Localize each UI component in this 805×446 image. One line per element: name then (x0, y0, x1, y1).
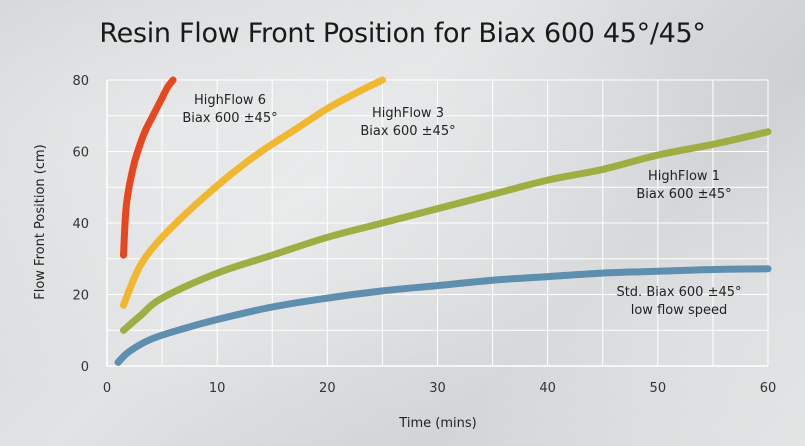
x-tick-label: 0 (103, 381, 111, 396)
series-annotation: low flow speed (631, 303, 728, 318)
series-annotation: Biax 600 ±45° (360, 124, 455, 139)
x-axis-label: Time (mins) (398, 416, 476, 431)
series-annotation: HighFlow 3 (372, 106, 444, 121)
x-tick-label: 50 (650, 381, 667, 396)
series-annotation: Biax 600 ±45° (182, 111, 277, 126)
y-tick-label: 0 (81, 360, 89, 375)
series-annotation: HighFlow 1 (648, 169, 720, 184)
x-tick-label: 30 (429, 381, 446, 396)
x-tick-label: 60 (760, 381, 777, 396)
series-annotation: Biax 600 ±45° (636, 187, 731, 202)
y-axis-label: Flow Front Position (cm) (33, 144, 48, 300)
y-tick-label: 20 (72, 289, 89, 304)
chart-title: Resin Flow Front Position for Biax 600 4… (99, 18, 706, 49)
x-tick-label: 40 (539, 381, 556, 396)
series-line (120, 76, 177, 259)
x-tick-label: 10 (209, 381, 226, 396)
axes: 0 10 20 30 40 50 60 0 20 40 60 80 (72, 74, 776, 396)
grid (106, 79, 769, 367)
y-tick-label: 60 (72, 146, 89, 161)
series-line (120, 128, 772, 334)
series-line (114, 265, 772, 366)
series-group (114, 76, 772, 366)
series-annotation: HighFlow 6 (194, 93, 266, 108)
series-line (120, 76, 386, 309)
annotations: HighFlow 6 Biax 600 ±45° HighFlow 3 Biax 60… (182, 93, 741, 318)
x-tick-label: 20 (319, 381, 336, 396)
y-tick-label: 80 (72, 74, 89, 89)
y-tick-label: 40 (72, 217, 89, 232)
series-annotation: Std. Biax 600 ±45° (616, 285, 741, 300)
